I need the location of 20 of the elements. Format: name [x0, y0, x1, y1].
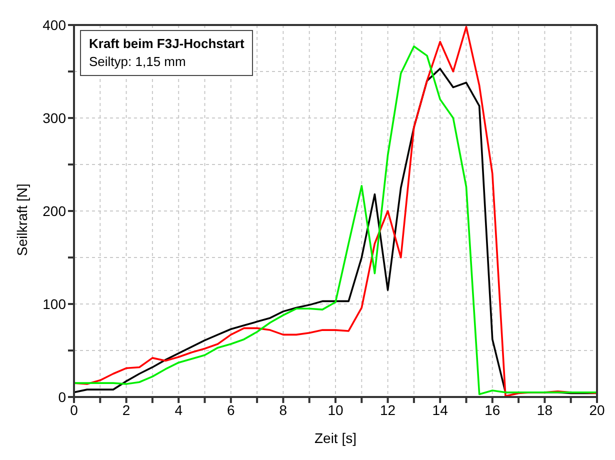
annotation: Seiltyp: 1,15 mm [89, 53, 187, 71]
x-tick-label: 10 [328, 402, 344, 418]
x-tick-label: 4 [174, 402, 183, 418]
y-tick-label: 400 [42, 16, 66, 33]
x-tick-label: 20 [589, 402, 605, 418]
x-axis-title: Zeit [s] [314, 430, 357, 446]
x-tick-label: 6 [227, 402, 235, 418]
y-tick-label: 0 [58, 388, 66, 405]
y-tick-label: 200 [42, 202, 66, 219]
x-tick-label: 14 [432, 402, 448, 418]
x-tick-label: 16 [484, 402, 500, 418]
x-tick-label: 8 [279, 402, 288, 418]
x-tick-label: 12 [380, 402, 396, 418]
y-axis-title: Seilkraft [N] [14, 184, 30, 256]
x-tick-label: 18 [536, 402, 553, 418]
text: Kraft beim F3J-Hochstart [89, 35, 244, 53]
y-tick-label: 300 [42, 110, 66, 126]
x-tick-label: 2 [122, 402, 130, 418]
x-tick-label: 0 [70, 402, 78, 418]
y-tick-label: 100 [42, 296, 66, 312]
